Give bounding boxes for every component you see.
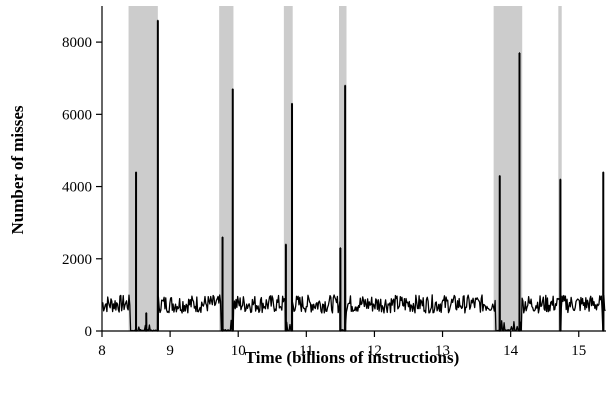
shaded-regions	[128, 6, 562, 331]
shaded-region-5	[558, 6, 562, 331]
x-tick-label-4: 12	[367, 343, 382, 359]
axes	[101, 6, 606, 332]
miss-series	[101, 19, 606, 332]
shaded-region-3	[339, 6, 347, 331]
x-tick-label-7: 15	[571, 343, 586, 359]
x-tick-label-5: 13	[435, 343, 450, 359]
shaded-region-1	[219, 6, 234, 331]
shaded-region-2	[283, 6, 293, 331]
shaded-region-0	[128, 6, 158, 331]
y-axis-ticks: 0 2000 4000 6000 8000	[62, 35, 102, 340]
x-axis-ticks: 8 9 10 11 12 13 14 15	[98, 331, 586, 359]
y-tick-label-2: 4000	[62, 180, 92, 196]
y-tick-label-4: 8000	[62, 35, 92, 51]
y-tick-label-0: 0	[85, 324, 93, 340]
x-tick-label-1: 9	[166, 343, 174, 359]
y-tick-label-3: 6000	[62, 107, 92, 123]
series-line	[101, 19, 606, 332]
x-tick-label-6: 14	[503, 343, 519, 359]
x-tick-label-3: 11	[299, 343, 313, 359]
y-tick-label-1: 2000	[62, 252, 92, 268]
x-tick-label-0: 8	[98, 343, 106, 359]
x-axis-label: Time (billions of instructions)	[245, 348, 460, 367]
shaded-region-4	[493, 6, 523, 331]
y-axis-label: Number of misses	[8, 105, 27, 234]
x-tick-label-2: 10	[231, 343, 246, 359]
